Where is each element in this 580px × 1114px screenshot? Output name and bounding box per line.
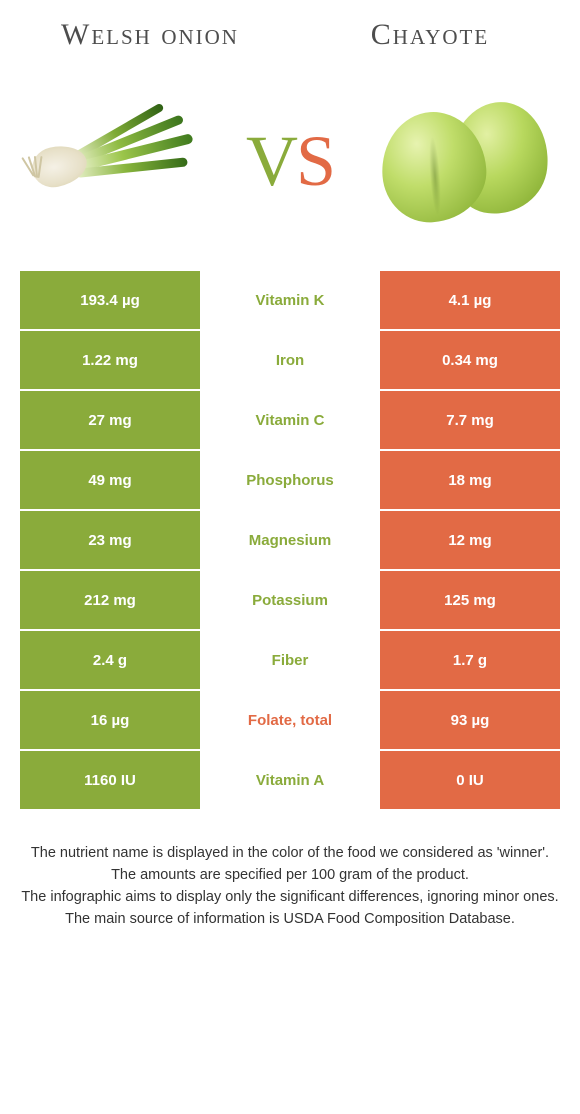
left-value-cell: 49 mg xyxy=(20,451,200,509)
footnotes: The nutrient name is displayed in the co… xyxy=(0,811,580,930)
right-value-cell: 7.7 mg xyxy=(380,391,560,449)
footnote-line: The infographic aims to display only the… xyxy=(18,887,562,908)
right-value-cell: 12 mg xyxy=(380,511,560,569)
nutrient-label: Magnesium xyxy=(200,511,380,569)
right-value-cell: 125 mg xyxy=(380,571,560,629)
table-row: 1160 IUVitamin A0 IU xyxy=(20,751,560,809)
nutrient-label: Vitamin K xyxy=(200,271,380,329)
left-value-cell: 27 mg xyxy=(20,391,200,449)
left-value-cell: 193.4 µg xyxy=(20,271,200,329)
chayote-image xyxy=(378,96,548,226)
table-row: 49 mgPhosphorus18 mg xyxy=(20,451,560,509)
left-value-cell: 2.4 g xyxy=(20,631,200,689)
left-value-cell: 212 mg xyxy=(20,571,200,629)
right-value-cell: 4.1 µg xyxy=(380,271,560,329)
table-row: 23 mgMagnesium12 mg xyxy=(20,511,560,569)
right-value-cell: 18 mg xyxy=(380,451,560,509)
right-value-cell: 0.34 mg xyxy=(380,331,560,389)
nutrient-label: Phosphorus xyxy=(200,451,380,509)
table-row: 193.4 µgVitamin K4.1 µg xyxy=(20,271,560,329)
left-value-cell: 1160 IU xyxy=(20,751,200,809)
left-food-title: Welsh onion xyxy=(60,18,240,51)
nutrient-label: Vitamin A xyxy=(200,751,380,809)
footnote-line: The main source of information is USDA F… xyxy=(18,909,562,930)
vs-v: V xyxy=(246,121,296,201)
left-value-cell: 1.22 mg xyxy=(20,331,200,389)
table-row: 212 mgPotassium125 mg xyxy=(20,571,560,629)
right-food-title: Chayote xyxy=(340,18,520,51)
right-value-cell: 93 µg xyxy=(380,691,560,749)
left-value-cell: 16 µg xyxy=(20,691,200,749)
nutrient-label: Fiber xyxy=(200,631,380,689)
welsh-onion-image xyxy=(32,96,202,226)
footnote-line: The nutrient name is displayed in the co… xyxy=(18,843,562,864)
right-value-cell: 1.7 g xyxy=(380,631,560,689)
right-value-cell: 0 IU xyxy=(380,751,560,809)
nutrient-label: Vitamin C xyxy=(200,391,380,449)
nutrient-label: Potassium xyxy=(200,571,380,629)
comparison-table: 193.4 µgVitamin K4.1 µg1.22 mgIron0.34 m… xyxy=(0,271,580,809)
title-bar: Welsh onion Chayote xyxy=(0,0,580,51)
table-row: 2.4 gFiber1.7 g xyxy=(20,631,560,689)
welsh-onion-icon xyxy=(32,106,202,216)
table-row: 16 µgFolate, total93 µg xyxy=(20,691,560,749)
left-value-cell: 23 mg xyxy=(20,511,200,569)
table-row: 1.22 mgIron0.34 mg xyxy=(20,331,560,389)
nutrient-label: Folate, total xyxy=(200,691,380,749)
hero-row: VS xyxy=(0,51,580,271)
table-row: 27 mgVitamin C7.7 mg xyxy=(20,391,560,449)
vs-s: S xyxy=(296,121,334,201)
vs-label: VS xyxy=(246,120,334,203)
nutrient-label: Iron xyxy=(200,331,380,389)
chayote-icon xyxy=(378,96,548,226)
footnote-line: The amounts are specified per 100 gram o… xyxy=(18,865,562,886)
